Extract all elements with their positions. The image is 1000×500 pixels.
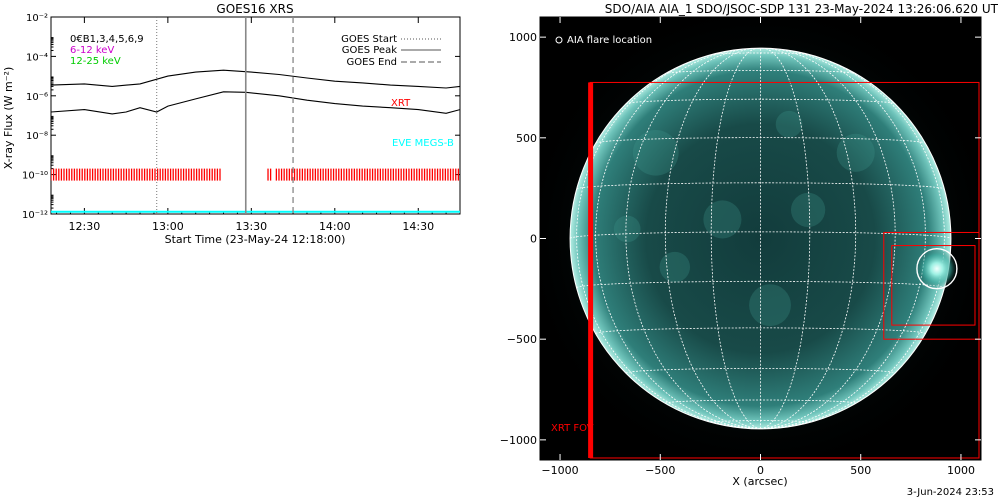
aia-title: SDO/AIA AIA_1 SDO/JSOC-SDP 131 23-May-20… — [605, 2, 999, 16]
flare-location-marker — [916, 248, 958, 290]
active-region — [613, 215, 641, 243]
y-tick-label: 500 — [516, 132, 537, 145]
grid-parallel — [664, 399, 857, 404]
grid-parallel — [595, 137, 926, 144]
series-line — [51, 91, 460, 115]
active-region — [659, 251, 691, 283]
legend-goes-peak: GOES Peak — [342, 45, 397, 56]
xrt-annotation: XRT — [391, 98, 411, 109]
lightcurve-plot-frame — [50, 16, 461, 215]
overlap-label: 0€B1,3,4,5,6,9 — [70, 34, 144, 45]
grid-parallel — [710, 52, 811, 55]
y-tick-label: 10⁻¹⁰ — [22, 171, 48, 182]
x-tick-label: 1000 — [947, 464, 975, 477]
lightcurve-x-label: Start Time (23-May-24 12:18:00) — [165, 233, 346, 246]
y-tick-label: 1000 — [509, 31, 537, 44]
grid-parallel — [710, 420, 811, 423]
active-region — [703, 200, 742, 239]
grid-parallel — [576, 182, 945, 190]
goes-lightcurve-chart: GOES16 XRS 10⁻¹² 10⁻¹⁰ 10⁻⁸ 10⁻⁶ 10⁻⁴ 10⁻² 12… — [2, 2, 461, 246]
sun-limb — [569, 47, 952, 430]
active-region — [790, 192, 826, 228]
grid-parallel — [576, 280, 945, 288]
flare-legend-icon — [555, 36, 563, 44]
grid-meridian — [664, 48, 761, 429]
sun-texture — [613, 110, 875, 327]
lightcurve-y-label: X-ray Flux (W m⁻²) — [2, 67, 15, 169]
lightcurve-legend: GOES Start GOES Peak GOES End — [341, 34, 441, 68]
xrt-fov-boxes — [588, 81, 980, 459]
x-tick-label: 12:30 — [69, 220, 101, 233]
active-region — [632, 129, 679, 176]
x-tick-label: −1000 — [541, 464, 578, 477]
active-region — [749, 284, 791, 327]
lightcurve-x-axis: 12:30 13:00 13:30 14:00 14:30 — [56, 17, 447, 233]
y-tick-label: 10⁻¹² — [22, 210, 48, 221]
grid-meridian — [760, 48, 926, 429]
x-tick-label: 13:00 — [152, 220, 184, 233]
xrt-fov-label: XRT FOV — [551, 423, 594, 434]
aia-x-axis: −1000 −500 0 500 1000 — [541, 17, 975, 477]
date-stamp: 3-Jun-2024 23:53 — [906, 487, 994, 498]
grid-parallel — [625, 98, 896, 105]
series-line — [51, 69, 460, 89]
xrt-fov-edge — [588, 82, 594, 458]
xrt-fov-box — [883, 231, 980, 340]
active-region — [775, 110, 803, 138]
y-tick-label: −500 — [507, 333, 537, 346]
lightcurve-title: GOES16 XRS — [216, 2, 293, 16]
y-tick-label: 10⁻⁶ — [26, 92, 48, 103]
y-tick-label: 10⁻² — [26, 13, 48, 24]
y-tick-label: −1000 — [500, 434, 537, 447]
grid-meridian — [760, 48, 857, 429]
heliographic-grid — [570, 48, 951, 429]
aia-x-label: X (arcsec) — [732, 475, 787, 488]
lightcurve-data-layer — [51, 69, 460, 213]
y-tick-label: 10⁻⁸ — [26, 131, 48, 142]
channel-label-6-12: 6-12 keV — [70, 45, 114, 56]
grid-meridian — [576, 48, 761, 429]
grid-parallel — [595, 327, 926, 334]
x-tick-label: 13:30 — [235, 220, 267, 233]
flare-brightening — [916, 248, 957, 289]
lightcurve-event-lines — [156, 17, 294, 214]
y-tick-label: 10⁻⁴ — [26, 52, 48, 63]
legend-goes-start: GOES Start — [341, 34, 397, 45]
eve-annotation: EVE MEGS-B — [392, 138, 454, 149]
x-tick-label: −500 — [645, 464, 675, 477]
legend-goes-end: GOES End — [347, 57, 397, 68]
x-tick-label: 0 — [757, 464, 764, 477]
y-tick-label: 0 — [530, 233, 537, 246]
x-tick-label: 14:00 — [319, 220, 351, 233]
lightcurve-y-axis: 10⁻¹² 10⁻¹⁰ 10⁻⁸ 10⁻⁶ 10⁻⁴ 10⁻² — [22, 13, 460, 221]
grid-parallel — [570, 231, 951, 239]
grid-parallel — [625, 367, 896, 374]
xrt-fov-box — [891, 245, 976, 326]
aia-legend: AIA flare location — [555, 35, 652, 46]
aia-image-chart: SDO/AIA AIA_1 SDO/JSOC-SDP 131 23-May-20… — [500, 2, 999, 488]
channel-label-12-25: 12-25 keV — [70, 56, 121, 67]
active-region — [836, 133, 875, 172]
x-tick-label: 500 — [850, 464, 871, 477]
grid-parallel — [664, 70, 857, 74]
flare-legend-label: AIA flare location — [567, 35, 652, 46]
x-tick-label: 14:30 — [402, 220, 434, 233]
aia-y-axis: 1000 500 0 −500 −1000 — [500, 31, 981, 447]
